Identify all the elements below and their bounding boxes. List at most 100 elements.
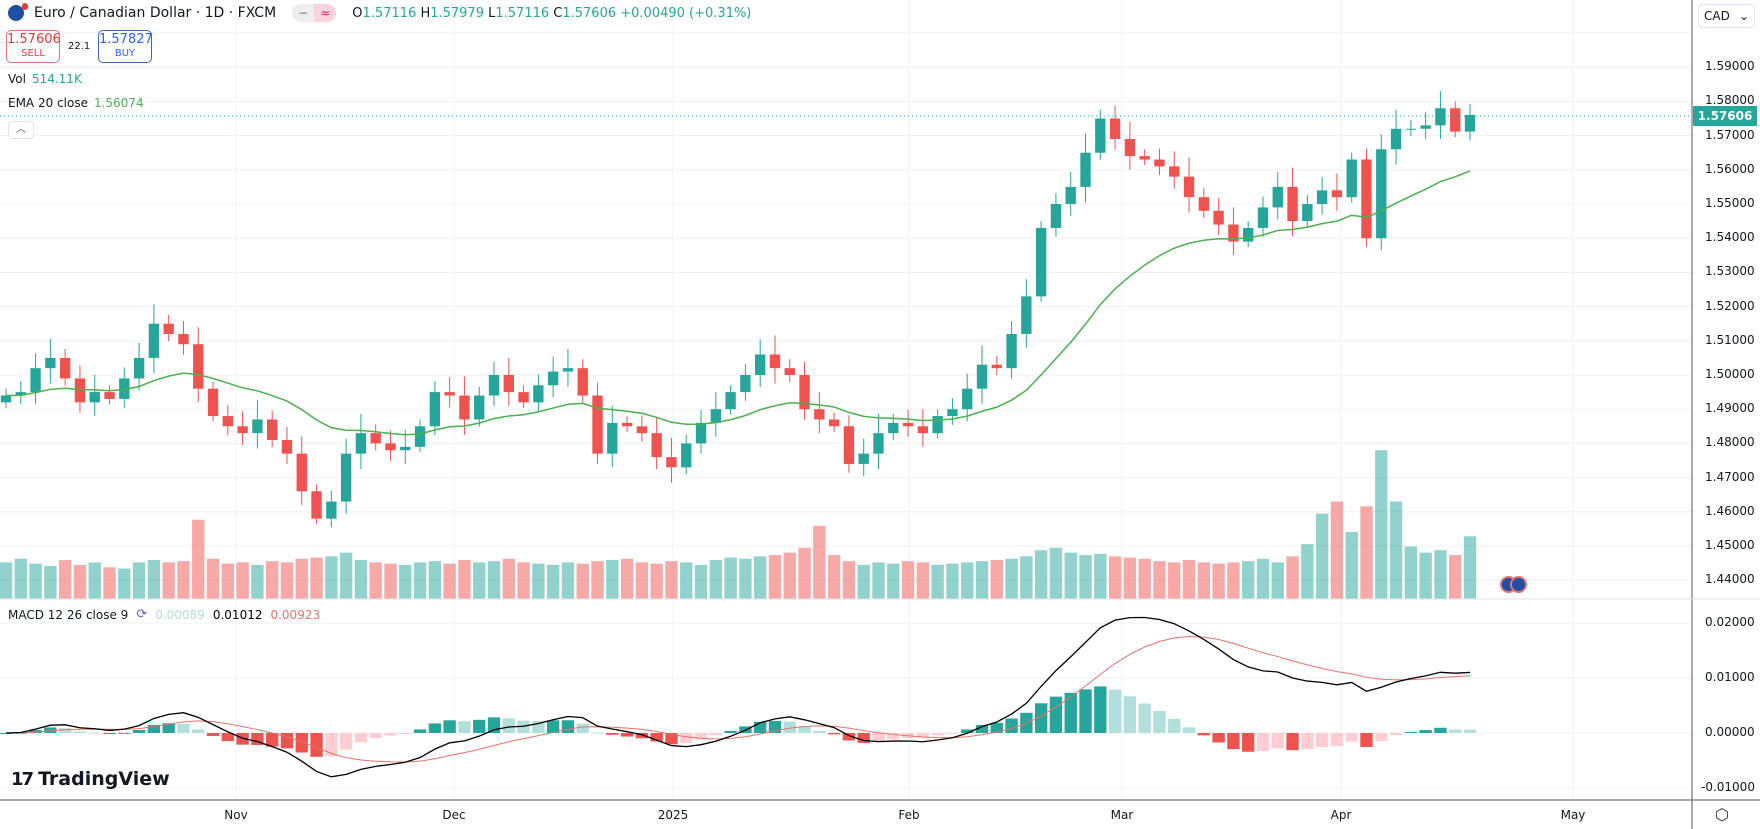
symbol-status-pill[interactable]: − ≈ xyxy=(292,4,337,22)
candle-body xyxy=(740,375,751,393)
volume-bar xyxy=(458,559,471,599)
volume-bar xyxy=(1419,552,1432,599)
candle-body xyxy=(562,368,574,372)
volume-bar xyxy=(754,556,767,599)
volume-bar xyxy=(354,559,368,599)
candle-body xyxy=(784,368,795,375)
volume-bar xyxy=(192,519,205,599)
volume-bar xyxy=(857,564,870,599)
candle-body xyxy=(1095,118,1106,153)
volume-bar xyxy=(768,555,782,599)
volume-bar xyxy=(576,563,589,599)
currency-dropdown[interactable]: CAD ⌄ xyxy=(1698,4,1755,28)
candle-body xyxy=(681,443,692,468)
candle-body xyxy=(1050,204,1062,228)
macd-histogram-bar xyxy=(384,733,397,736)
volume-bar xyxy=(1242,561,1255,599)
macd-histogram-bar xyxy=(1419,730,1432,733)
candle-body xyxy=(947,409,958,417)
candle-body xyxy=(237,426,248,434)
candle-body xyxy=(207,388,219,417)
macd-histogram-bar xyxy=(1153,711,1166,733)
ema-legend[interactable]: EMA 20 close 1.56074 xyxy=(8,96,144,110)
volume-bar xyxy=(931,564,944,599)
volume-bar xyxy=(147,559,161,599)
macd-histogram-bar xyxy=(546,720,560,733)
macd-legend[interactable]: MACD 12 26 close 9 ⟳ 0.00089 0.01012 0.0… xyxy=(8,607,321,622)
volume-legend[interactable]: Vol 514.11K xyxy=(8,72,82,86)
tradingview-logo-icon: 17 xyxy=(11,768,34,790)
candle-body xyxy=(1420,125,1431,129)
delay-icon: ≈ xyxy=(314,4,337,22)
volume-bar xyxy=(1153,561,1166,599)
candle-body xyxy=(518,392,529,403)
macd-histogram-bar xyxy=(798,726,811,733)
volume-bar xyxy=(1197,562,1210,599)
candle-body xyxy=(1065,186,1076,204)
volume-bar xyxy=(798,547,811,599)
macd-tick: 0.00000 xyxy=(1705,725,1755,739)
volume-bar xyxy=(1315,513,1329,599)
macd-histogram-bar xyxy=(132,729,146,733)
macd-histogram-bar xyxy=(842,733,856,741)
candle-body xyxy=(222,416,233,427)
candle-body xyxy=(400,446,411,451)
candle-body xyxy=(636,426,648,434)
time-tick: Nov xyxy=(224,808,248,822)
macd-histogram-bar xyxy=(1375,733,1388,741)
macd-histogram-bar xyxy=(487,717,501,733)
refresh-icon[interactable]: ⟳ xyxy=(136,607,148,622)
settings-icon[interactable]: ⬡ xyxy=(1715,805,1729,824)
candle-body xyxy=(725,392,736,410)
volume-bar xyxy=(901,561,915,599)
volume-bar xyxy=(872,562,885,599)
volume-bar xyxy=(280,562,294,599)
volume-bar xyxy=(339,552,353,599)
macd-histogram-bar xyxy=(1301,733,1314,750)
volume-bar xyxy=(739,558,752,599)
candle-body xyxy=(1183,176,1195,198)
macd-histogram-bar xyxy=(620,733,634,737)
candle-body xyxy=(1390,128,1402,150)
volume-bar xyxy=(0,562,13,599)
macd-tick: -0.01000 xyxy=(1701,780,1755,794)
tradingview-logo[interactable]: 17 TradingView xyxy=(11,768,170,790)
volume-bar xyxy=(961,562,974,599)
candle-body xyxy=(355,433,367,454)
candle-body xyxy=(888,422,899,434)
volume-bar xyxy=(665,561,678,599)
cad-event-icon[interactable] xyxy=(1510,576,1527,593)
price-tick: 1.50000 xyxy=(1705,367,1755,381)
candle-body xyxy=(133,357,145,379)
volume-bar xyxy=(88,562,101,599)
candle-body xyxy=(1272,186,1283,208)
macd-histogram-bar xyxy=(1034,703,1048,733)
candle-body xyxy=(814,409,825,420)
candle-body xyxy=(843,426,855,464)
candle-body xyxy=(267,419,278,440)
candle-body xyxy=(0,395,12,403)
volume-bar xyxy=(724,557,737,599)
volume-bar xyxy=(1094,553,1107,599)
candle-body xyxy=(1228,224,1239,242)
collapse-legend-button[interactable]: ︿ xyxy=(8,121,34,139)
volume-bar xyxy=(606,559,619,599)
candle-body xyxy=(976,364,988,389)
macd-histogram-bar xyxy=(1064,692,1077,733)
macd-histogram-bar xyxy=(44,727,57,733)
candle-body xyxy=(252,419,263,434)
candle-body xyxy=(1405,128,1417,130)
candle-body xyxy=(281,439,293,454)
macd-histogram-bar xyxy=(606,733,619,735)
candle-body xyxy=(488,375,500,396)
macd-histogram-bar xyxy=(665,733,678,745)
macd-histogram-bar xyxy=(1463,729,1477,733)
volume-bar xyxy=(325,556,338,599)
candle-body xyxy=(1139,156,1150,160)
macd-histogram-bar xyxy=(1360,733,1373,747)
sell-button[interactable]: 1.57606 SELL xyxy=(6,30,61,63)
buy-button[interactable]: 1.57827 BUY xyxy=(98,30,153,63)
symbol-title[interactable]: Euro / Canadian Dollar · 1D · FXCM xyxy=(34,5,277,21)
volume-bar xyxy=(842,561,856,599)
